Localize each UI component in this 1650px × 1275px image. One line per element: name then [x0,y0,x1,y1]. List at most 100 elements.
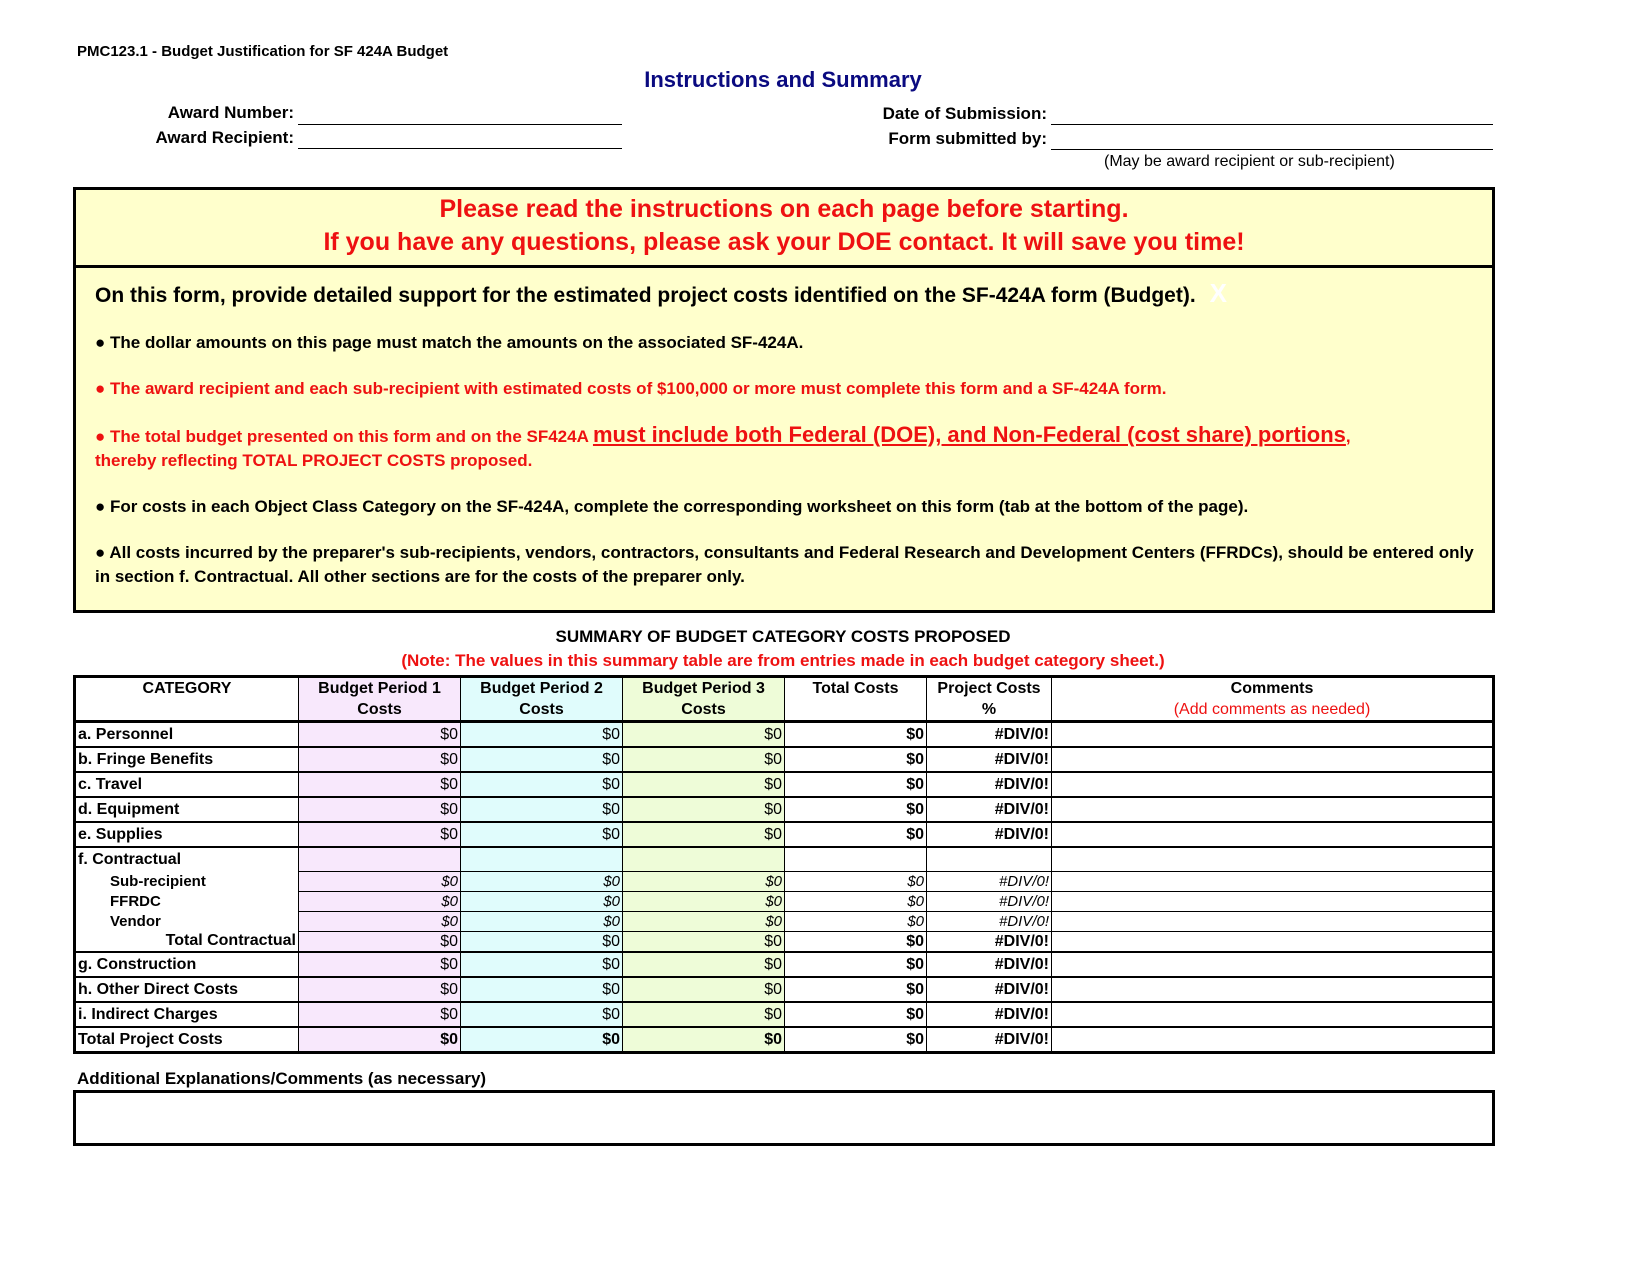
pct-label: Project Costs [937,680,1041,697]
cell-p1: $0 [298,976,461,1003]
cell-comments[interactable] [1051,931,1494,953]
form-submitted-by-field[interactable] [1051,149,1493,150]
costs-label: Costs [357,701,402,718]
award-recipient-field[interactable] [298,148,622,149]
cell-p1: $0 [298,1026,461,1053]
cell-pct: #DIV/0! [926,771,1052,798]
cell-p2: $0 [460,1001,623,1028]
cell-pct: #DIV/0! [926,746,1052,773]
cell-label: d. Equipment [74,796,299,823]
table-row-g: g. Construction $0 $0 $0 $0 #DIV/0! [74,951,1494,978]
cell-total: $0 [784,951,927,978]
p1-label: Budget Period 1 [318,680,441,697]
cell-comments[interactable] [1051,821,1494,848]
table-row-d: d. Equipment $0 $0 $0 $0 #DIV/0! [74,796,1494,823]
summary-table: CATEGORY Budget Period 1 Costs Budget Per… [73,675,1495,1054]
comments-label: Comments [1230,680,1314,697]
table-row-ft: Total Contractual $0 $0 $0 $0 #DIV/0! [74,931,1494,953]
header-period-3: Budget Period 3 Costs [622,676,785,723]
cell-comments[interactable] [1051,720,1494,748]
cell-p2: $0 [460,1026,623,1053]
cell-comments[interactable] [1051,771,1494,798]
cell-p1: $0 [298,771,461,798]
header-period-1: Budget Period 1 Costs [298,676,461,723]
cell-comments[interactable] [1051,911,1494,932]
cell-total: $0 [784,1001,927,1028]
cell-label: f. Contractual [74,846,299,872]
date-of-submission-label: Date of Submission: [882,104,1047,123]
award-number-field[interactable] [298,124,622,125]
cell-p1: $0 [298,746,461,773]
instruction-bullet-2: ● The award recipient and each sub-recip… [95,379,1167,398]
comments-note: (Add comments as needed) [1173,701,1371,718]
header-pct: Project Costs% [926,676,1052,723]
cell-total [784,846,927,872]
instructions-warning: Please read the instructions on each pag… [76,190,1492,268]
cell-comments[interactable] [1051,951,1494,978]
cell-p3 [622,846,785,872]
warning-line-2: If you have any questions, please ask yo… [323,228,1245,256]
cell-p2: $0 [460,796,623,823]
cell-pct: #DIV/0! [926,720,1052,748]
cell-comments[interactable] [1051,976,1494,1003]
cell-p2: $0 [460,720,623,748]
cell-comments[interactable] [1051,891,1494,912]
instructions-lead: On this form, provide detailed support f… [95,278,1484,309]
cell-p3: $0 [622,931,785,953]
table-row-b: b. Fringe Benefits $0 $0 $0 $0 #DIV/0! [74,746,1494,773]
cell-comments[interactable] [1051,1001,1494,1028]
cell-comments[interactable] [1051,846,1494,872]
header-total: Total Costs [784,676,927,723]
instruction-bullet-1: ● The dollar amounts on this page must m… [95,333,804,352]
form-submitted-by-label: Form submitted by: [888,129,1047,148]
cell-p2: $0 [460,771,623,798]
header-period-2: Budget Period 2 Costs [460,676,623,723]
cell-p2: $0 [460,976,623,1003]
costs-label: Costs [519,701,564,718]
table-row-h: h. Other Direct Costs $0 $0 $0 $0 #DIV/0! [74,976,1494,1003]
table-row-c: c. Travel $0 $0 $0 $0 #DIV/0! [74,771,1494,798]
cell-total: $0 [784,1026,927,1053]
cell-p2: $0 [460,931,623,953]
cell-label: FFRDC [74,891,299,912]
pct-unit: % [981,701,997,718]
instruction-bullet-3: ● The total budget presented on this for… [95,423,1484,473]
additional-comments-label: Additional Explanations/Comments (as nec… [77,1069,487,1088]
cell-label: Total Contractual [74,931,299,953]
table-row-tot: Total Project Costs $0 $0 $0 $0 #DIV/0! [74,1026,1494,1053]
cell-p3: $0 [622,1026,785,1053]
table-row-f: f. Contractual [74,846,1494,872]
page-title: Instructions and Summary [644,67,922,92]
cell-p3: $0 [622,720,785,748]
cell-comments[interactable] [1051,1026,1494,1053]
b3-comma: , [1345,427,1351,446]
table-row-e: e. Supplies $0 $0 $0 $0 #DIV/0! [74,821,1494,848]
costs-label: Costs [681,701,726,718]
cell-label: b. Fringe Benefits [74,746,299,773]
instruction-bullet-5: ● All costs incurred by the preparer's s… [95,543,1474,586]
cell-label: i. Indirect Charges [74,1001,299,1028]
cell-comments[interactable] [1051,746,1494,773]
cell-total: $0 [784,976,927,1003]
date-of-submission-field[interactable] [1051,124,1493,125]
cell-comments[interactable] [1051,796,1494,823]
cell-label: c. Travel [74,771,299,798]
cell-label: e. Supplies [74,821,299,848]
cell-comments[interactable] [1051,871,1494,892]
cell-pct: #DIV/0! [926,976,1052,1003]
cell-p1 [298,846,461,872]
cell-p3: $0 [622,1001,785,1028]
close-icon[interactable]: X [1209,278,1227,308]
b3-emphasis: must include both Federal (DOE), and Non… [592,422,1346,447]
document-id: PMC123.1 - Budget Justification for SF 4… [77,43,449,60]
cell-p2: $0 [460,891,623,912]
cell-p1: $0 [298,871,461,892]
table-row-f2: FFRDC $0 $0 $0 $0 #DIV/0! [74,891,1494,912]
cell-p3: $0 [622,891,785,912]
cell-p3: $0 [622,911,785,932]
cell-pct [926,846,1052,872]
award-number-label: Award Number: [167,103,294,122]
cell-label: a. Personnel [74,720,299,748]
additional-comments-field[interactable] [73,1090,1495,1146]
